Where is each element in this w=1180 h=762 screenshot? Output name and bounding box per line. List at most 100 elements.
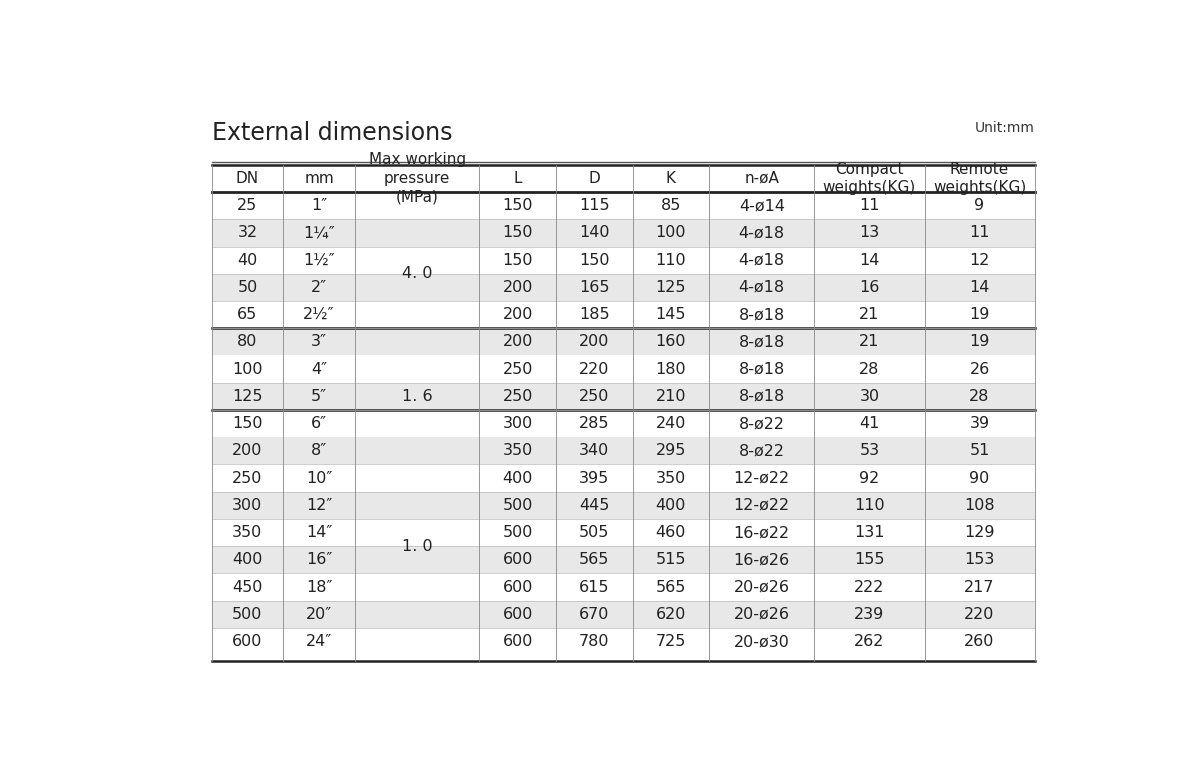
Text: 115: 115 bbox=[579, 198, 610, 213]
Text: 780: 780 bbox=[579, 634, 610, 649]
Text: 11: 11 bbox=[859, 198, 880, 213]
Text: 100: 100 bbox=[232, 362, 263, 376]
Text: 8-ø18: 8-ø18 bbox=[739, 362, 785, 376]
Text: Unit:mm: Unit:mm bbox=[975, 121, 1035, 135]
Text: 1. 6: 1. 6 bbox=[402, 389, 433, 404]
Bar bbox=[211, 274, 1035, 301]
Text: 85: 85 bbox=[661, 198, 681, 213]
Text: 239: 239 bbox=[854, 607, 885, 622]
Text: 300: 300 bbox=[232, 498, 262, 513]
Bar bbox=[211, 546, 1035, 573]
Text: 200: 200 bbox=[503, 307, 533, 322]
Bar bbox=[211, 437, 1035, 464]
Text: 19: 19 bbox=[969, 335, 990, 349]
Text: 165: 165 bbox=[579, 280, 610, 295]
Text: 140: 140 bbox=[579, 226, 610, 240]
Text: 125: 125 bbox=[656, 280, 686, 295]
Text: 250: 250 bbox=[579, 389, 610, 404]
Text: 210: 210 bbox=[656, 389, 686, 404]
Text: 145: 145 bbox=[656, 307, 686, 322]
Text: L: L bbox=[513, 171, 522, 186]
Text: 160: 160 bbox=[656, 335, 686, 349]
Text: 8-ø18: 8-ø18 bbox=[739, 335, 785, 349]
Text: Remote
weights(KG): Remote weights(KG) bbox=[933, 162, 1027, 195]
Text: 200: 200 bbox=[503, 335, 533, 349]
Text: 565: 565 bbox=[656, 580, 686, 594]
Text: 150: 150 bbox=[579, 253, 610, 267]
Text: 21: 21 bbox=[859, 335, 879, 349]
Text: 620: 620 bbox=[656, 607, 686, 622]
Text: 300: 300 bbox=[503, 416, 533, 431]
Text: 600: 600 bbox=[232, 634, 263, 649]
Text: 260: 260 bbox=[964, 634, 995, 649]
Text: 51: 51 bbox=[969, 443, 990, 458]
Text: 250: 250 bbox=[232, 471, 263, 485]
Text: 12″: 12″ bbox=[306, 498, 333, 513]
Text: 20-ø30: 20-ø30 bbox=[734, 634, 789, 649]
Text: 150: 150 bbox=[503, 198, 533, 213]
Bar bbox=[211, 491, 1035, 519]
Text: 505: 505 bbox=[579, 525, 610, 540]
Text: 6″: 6″ bbox=[312, 416, 327, 431]
Text: 8-ø18: 8-ø18 bbox=[739, 307, 785, 322]
Text: 40: 40 bbox=[237, 253, 257, 267]
Text: 4. 0: 4. 0 bbox=[402, 266, 433, 281]
Text: 350: 350 bbox=[656, 471, 686, 485]
Text: 14: 14 bbox=[969, 280, 990, 295]
Text: 262: 262 bbox=[854, 634, 885, 649]
Text: 16-ø22: 16-ø22 bbox=[734, 525, 789, 540]
Text: 129: 129 bbox=[964, 525, 995, 540]
Text: 8-ø22: 8-ø22 bbox=[739, 416, 785, 431]
Text: 10″: 10″ bbox=[306, 471, 333, 485]
Text: 400: 400 bbox=[503, 471, 533, 485]
Text: 565: 565 bbox=[579, 552, 610, 567]
Text: 26: 26 bbox=[970, 362, 990, 376]
Text: External dimensions: External dimensions bbox=[211, 121, 452, 145]
Text: 8-ø18: 8-ø18 bbox=[739, 389, 785, 404]
Text: 500: 500 bbox=[232, 607, 263, 622]
Text: 1¼″: 1¼″ bbox=[303, 226, 335, 240]
Text: 25: 25 bbox=[237, 198, 257, 213]
Text: 21: 21 bbox=[859, 307, 879, 322]
Text: 217: 217 bbox=[964, 580, 995, 594]
Text: 515: 515 bbox=[656, 552, 686, 567]
Text: 295: 295 bbox=[656, 443, 686, 458]
Text: 250: 250 bbox=[503, 362, 533, 376]
Text: 200: 200 bbox=[232, 443, 263, 458]
Text: 4-ø18: 4-ø18 bbox=[739, 253, 785, 267]
Text: 20-ø26: 20-ø26 bbox=[734, 607, 789, 622]
Text: 50: 50 bbox=[237, 280, 257, 295]
Text: 30: 30 bbox=[859, 389, 879, 404]
Text: 220: 220 bbox=[964, 607, 995, 622]
Text: 150: 150 bbox=[503, 226, 533, 240]
Text: 4″: 4″ bbox=[312, 362, 327, 376]
Text: 8″: 8″ bbox=[312, 443, 327, 458]
Text: 90: 90 bbox=[970, 471, 990, 485]
Text: 4-ø18: 4-ø18 bbox=[739, 280, 785, 295]
Text: Compact
weights(KG): Compact weights(KG) bbox=[822, 162, 916, 195]
Text: 3″: 3″ bbox=[312, 335, 327, 349]
Text: DN: DN bbox=[236, 171, 258, 186]
Text: 13: 13 bbox=[859, 226, 879, 240]
Text: 460: 460 bbox=[656, 525, 686, 540]
Text: 11: 11 bbox=[969, 226, 990, 240]
Text: 20″: 20″ bbox=[306, 607, 333, 622]
Text: 1. 0: 1. 0 bbox=[402, 539, 433, 554]
Text: 4-ø18: 4-ø18 bbox=[739, 226, 785, 240]
Text: 600: 600 bbox=[503, 552, 533, 567]
Text: 108: 108 bbox=[964, 498, 995, 513]
Text: K: K bbox=[666, 171, 676, 186]
Text: 12-ø22: 12-ø22 bbox=[734, 498, 789, 513]
Text: 32: 32 bbox=[237, 226, 257, 240]
Text: 600: 600 bbox=[503, 580, 533, 594]
Text: 1½″: 1½″ bbox=[303, 253, 335, 267]
Text: 153: 153 bbox=[964, 552, 995, 567]
Text: 155: 155 bbox=[854, 552, 885, 567]
Text: D: D bbox=[589, 171, 601, 186]
Text: 9: 9 bbox=[975, 198, 984, 213]
Text: 350: 350 bbox=[503, 443, 533, 458]
Text: 16: 16 bbox=[859, 280, 879, 295]
Text: 125: 125 bbox=[232, 389, 263, 404]
Text: n-øA: n-øA bbox=[745, 171, 779, 186]
Text: 250: 250 bbox=[503, 389, 533, 404]
